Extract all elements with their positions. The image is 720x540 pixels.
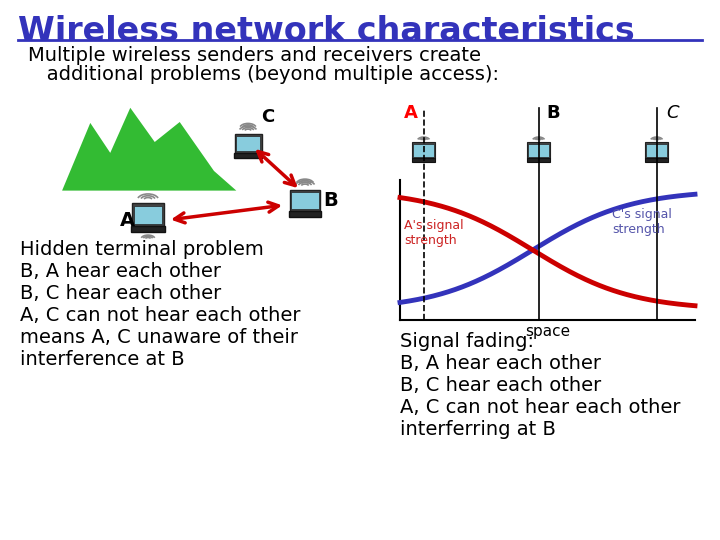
Text: interference at B: interference at B [20,350,184,369]
FancyBboxPatch shape [134,206,163,224]
Text: interferring at B: interferring at B [400,420,556,439]
FancyBboxPatch shape [131,226,165,232]
Text: B, A hear each other: B, A hear each other [20,262,221,281]
Text: additional problems (beyond multiple access):: additional problems (beyond multiple acc… [28,65,499,84]
Text: B, C hear each other: B, C hear each other [20,284,221,303]
Text: B, A hear each other: B, A hear each other [400,354,601,373]
Text: C's signal
strength: C's signal strength [613,208,672,236]
Text: A: A [120,211,135,229]
FancyBboxPatch shape [527,143,550,158]
Text: Wireless network characteristics: Wireless network characteristics [18,15,635,48]
Text: B: B [323,191,338,210]
Text: A, C can not hear each other: A, C can not hear each other [20,306,300,325]
FancyBboxPatch shape [528,144,549,157]
Text: A's signal
strength: A's signal strength [404,219,464,247]
Polygon shape [60,105,240,192]
FancyBboxPatch shape [412,158,436,162]
FancyBboxPatch shape [527,158,550,162]
FancyBboxPatch shape [235,134,261,153]
FancyBboxPatch shape [645,158,668,162]
Text: Hidden terminal problem: Hidden terminal problem [20,240,264,259]
FancyBboxPatch shape [647,144,667,157]
FancyBboxPatch shape [289,190,320,211]
Text: A, C can not hear each other: A, C can not hear each other [400,398,680,417]
Text: A: A [404,104,418,122]
Text: space: space [525,324,570,339]
Text: C: C [667,104,679,122]
FancyBboxPatch shape [412,143,436,158]
Text: Signal fading:: Signal fading: [400,332,534,351]
FancyBboxPatch shape [234,153,262,158]
FancyBboxPatch shape [132,204,164,226]
FancyBboxPatch shape [236,136,260,151]
FancyBboxPatch shape [413,144,434,157]
Text: C: C [261,108,274,126]
Text: Multiple wireless senders and receivers create: Multiple wireless senders and receivers … [28,46,481,65]
FancyBboxPatch shape [289,211,321,217]
FancyBboxPatch shape [292,192,318,209]
Text: means A, C unaware of their: means A, C unaware of their [20,328,298,347]
FancyBboxPatch shape [645,143,668,158]
Text: B, C hear each other: B, C hear each other [400,376,601,395]
Text: B: B [546,104,560,122]
